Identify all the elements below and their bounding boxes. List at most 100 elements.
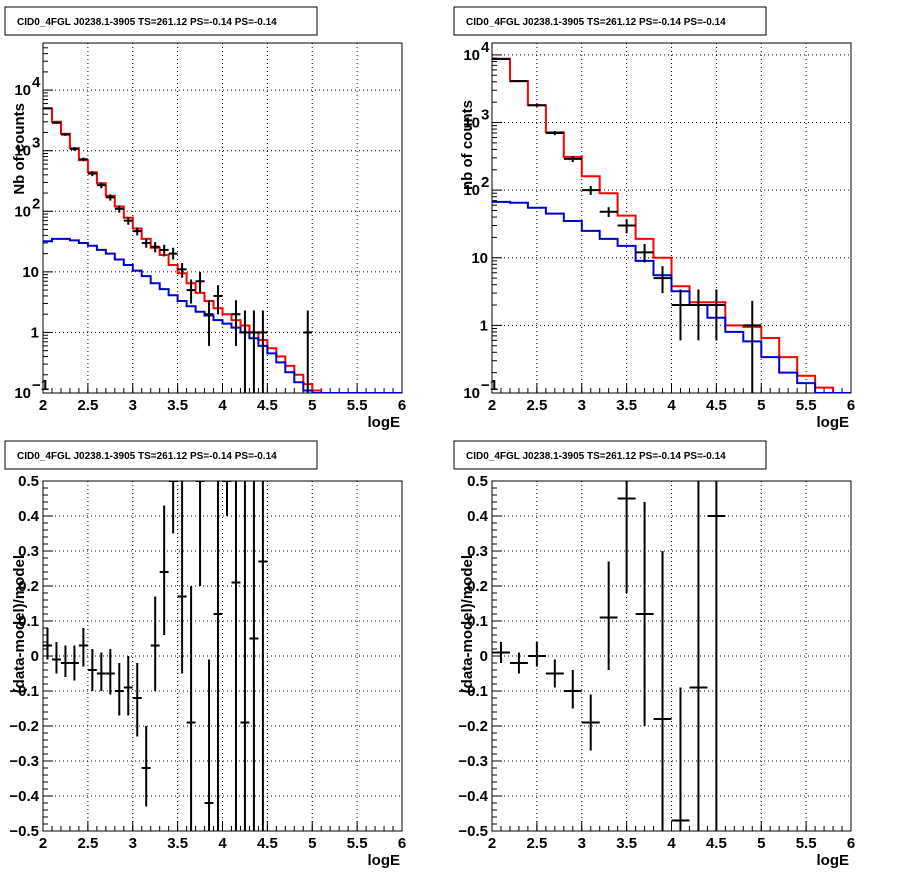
chart-title: CID0_4FGL J0238.1-3905 TS=261.12 PS=-0.1… xyxy=(466,17,726,28)
data-point xyxy=(743,300,762,393)
data-point xyxy=(69,147,79,151)
data-point xyxy=(186,279,196,304)
data-point xyxy=(545,130,564,136)
chart-panel-3: CID0_4FGL J0238.1-3905 TS=261.12 PS=-0.1… xyxy=(4,440,406,869)
data-point xyxy=(177,481,187,674)
y-axis-label: (data-model)/model xyxy=(11,555,28,693)
data-point xyxy=(653,551,672,831)
y-tick-label: 0.3 xyxy=(18,543,39,560)
data-point xyxy=(231,481,241,831)
data-point xyxy=(96,652,106,691)
x-tick-label: 5 xyxy=(308,397,316,414)
data-point xyxy=(60,133,70,136)
data-point xyxy=(105,194,115,201)
data-point xyxy=(240,310,250,393)
x-tick-label: 4 xyxy=(218,835,227,852)
y-tick-label: 0.2 xyxy=(467,578,488,595)
data-point xyxy=(204,300,214,346)
x-tick-label: 5 xyxy=(757,835,765,852)
y-tick-label: −0.3 xyxy=(458,753,488,770)
data-point xyxy=(159,244,169,257)
data-point xyxy=(689,481,708,831)
x-tick-label: 3 xyxy=(129,835,137,852)
data-point xyxy=(177,263,187,278)
y-tick-label: 10 xyxy=(463,385,480,402)
data-point xyxy=(78,628,88,667)
data-point xyxy=(168,481,178,534)
y-tick-label: 0 xyxy=(480,648,488,665)
x-tick-label: 5.5 xyxy=(796,835,817,852)
x-tick-label: 2.5 xyxy=(77,397,98,414)
y-tick-exponent: 3 xyxy=(32,135,40,152)
x-axis-label: logE xyxy=(817,852,850,869)
plot-frame xyxy=(42,42,403,394)
plot-area xyxy=(43,107,402,393)
y-tick-label: −0.4 xyxy=(9,788,39,805)
y-tick-label: −0.5 xyxy=(458,823,488,840)
plot-area xyxy=(492,57,851,393)
data-point xyxy=(141,238,151,248)
plot-area xyxy=(43,481,268,831)
data-point xyxy=(69,645,79,681)
data-point xyxy=(123,217,133,225)
x-tick-label: 3.5 xyxy=(167,835,188,852)
x-tick-label: 4 xyxy=(667,397,676,414)
data-point xyxy=(159,505,169,635)
data-point xyxy=(527,103,546,107)
data-point xyxy=(671,289,690,341)
x-tick-label: 6 xyxy=(398,835,406,852)
y-tick-label: 10 xyxy=(463,47,480,64)
data-point xyxy=(240,481,250,831)
data-point xyxy=(87,649,97,691)
y-tick-label: 10 xyxy=(22,264,39,281)
y-tick-label: 10 xyxy=(463,115,480,132)
x-tick-label: 2.5 xyxy=(77,835,98,852)
y-tick-label: 10 xyxy=(14,385,31,402)
y-tick-label: 1 xyxy=(31,324,39,341)
data-point xyxy=(114,205,124,213)
plot-frame xyxy=(491,42,852,394)
data-point xyxy=(258,310,268,393)
model-total-line xyxy=(43,107,402,393)
y-tick-label: −0.2 xyxy=(9,718,39,735)
data-point xyxy=(707,289,726,341)
y-tick-label: 10 xyxy=(14,143,31,160)
y-tick-label: 0.2 xyxy=(18,578,39,595)
x-tick-label: 3 xyxy=(129,397,137,414)
data-point xyxy=(303,310,313,393)
data-point xyxy=(563,155,582,163)
x-tick-label: 2 xyxy=(488,835,496,852)
y-tick-label: 0.5 xyxy=(467,473,488,490)
y-tick-exponent: 2 xyxy=(481,174,489,191)
x-tick-label: 3.5 xyxy=(616,397,637,414)
y-tick-exponent: −1 xyxy=(481,377,498,394)
y-tick-label: −0.5 xyxy=(9,823,39,840)
y-tick-exponent: 4 xyxy=(481,39,490,56)
y-tick-label: −0.3 xyxy=(9,753,39,770)
y-tick-label: 0.5 xyxy=(18,473,39,490)
y-tick-label: −0.1 xyxy=(9,683,39,700)
data-point xyxy=(617,219,636,234)
y-tick-exponent: 3 xyxy=(481,107,489,124)
x-tick-label: 6 xyxy=(398,397,406,414)
chart-title: CID0_4FGL J0238.1-3905 TS=261.12 PS=-0.1… xyxy=(17,451,277,462)
x-tick-label: 5.5 xyxy=(347,397,368,414)
model-component-line xyxy=(492,200,851,393)
chart-title: CID0_4FGL J0238.1-3905 TS=261.12 PS=-0.1… xyxy=(17,17,277,28)
data-point xyxy=(509,652,528,674)
data-point xyxy=(43,628,52,660)
data-point xyxy=(599,207,618,218)
y-tick-exponent: 2 xyxy=(32,195,40,212)
plot-frame xyxy=(491,480,852,832)
x-tick-label: 6 xyxy=(847,835,855,852)
x-tick-label: 4.5 xyxy=(706,397,727,414)
y-tick-label: −0.4 xyxy=(458,788,488,805)
y-tick-label: 0 xyxy=(31,648,39,665)
plot-area xyxy=(492,481,726,831)
data-point xyxy=(635,502,654,726)
data-point xyxy=(60,645,70,677)
chart-panel-1: CID0_4FGL J0238.1-3905 TS=261.12 PS=-0.1… xyxy=(4,6,406,431)
data-point xyxy=(231,300,241,346)
data-point xyxy=(195,271,205,293)
data-point xyxy=(222,481,232,516)
